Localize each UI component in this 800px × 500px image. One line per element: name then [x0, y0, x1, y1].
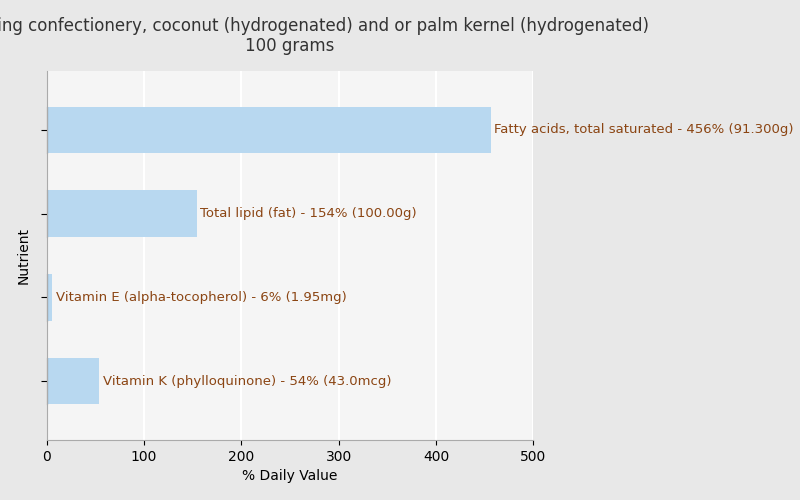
Text: Fatty acids, total saturated - 456% (91.300g): Fatty acids, total saturated - 456% (91.… — [494, 123, 794, 136]
Y-axis label: Nutrient: Nutrient — [17, 227, 30, 284]
Bar — [46, 190, 197, 236]
Title: Shortening confectionery, coconut (hydrogenated) and or palm kernel (hydrogenate: Shortening confectionery, coconut (hydro… — [0, 16, 649, 56]
Bar — [46, 106, 490, 152]
Text: Total lipid (fat) - 154% (100.00g): Total lipid (fat) - 154% (100.00g) — [201, 207, 417, 220]
Bar — [46, 358, 99, 405]
Bar — [46, 274, 53, 320]
Text: Vitamin K (phylloquinone) - 54% (43.0mcg): Vitamin K (phylloquinone) - 54% (43.0mcg… — [103, 375, 392, 388]
X-axis label: % Daily Value: % Daily Value — [242, 470, 338, 484]
Text: Vitamin E (alpha-tocopherol) - 6% (1.95mg): Vitamin E (alpha-tocopherol) - 6% (1.95m… — [56, 291, 347, 304]
